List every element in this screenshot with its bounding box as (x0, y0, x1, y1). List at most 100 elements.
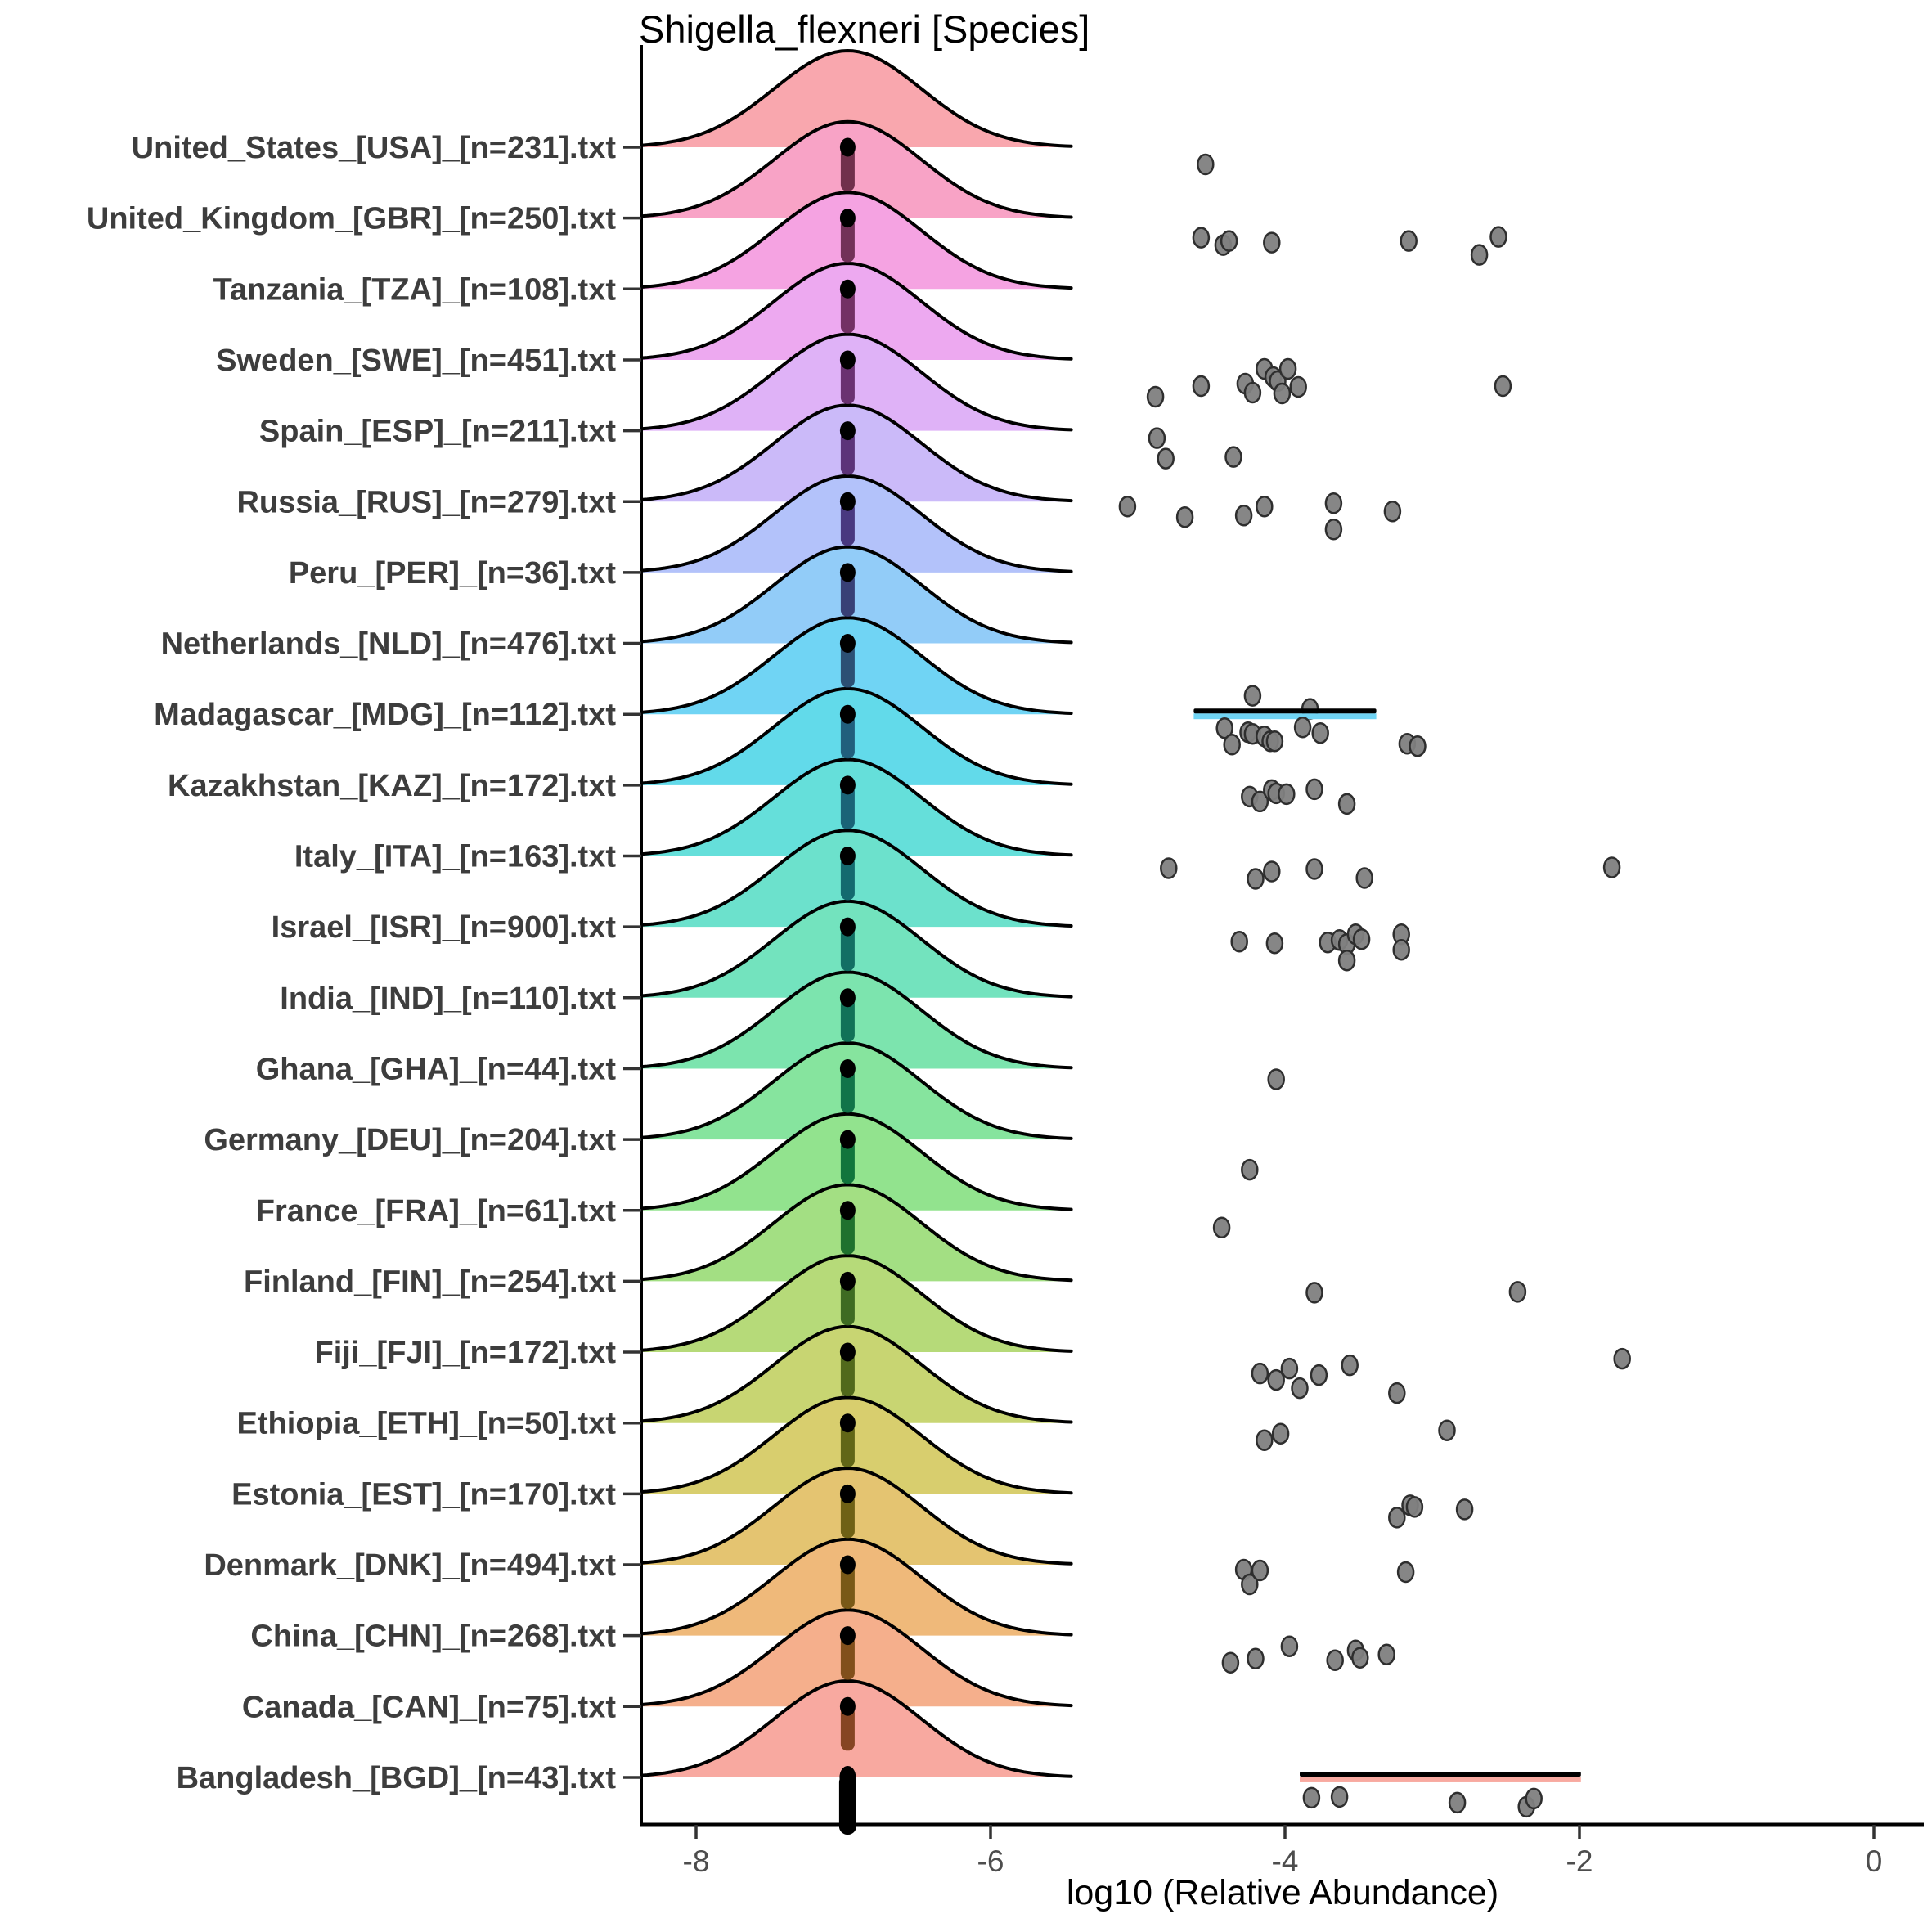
scatter-point (1310, 1364, 1328, 1386)
scatter-point (1438, 1419, 1456, 1441)
y-axis-label: Ghana_[GHA]_[n=44].txt (256, 1052, 617, 1086)
density-median-dash (840, 927, 855, 972)
y-axis-label: Denmark_[DNK]_[n=494].txt (204, 1548, 616, 1583)
ridge-fill (641, 688, 1072, 785)
scatter-point (1289, 375, 1307, 398)
ridge-curve (640, 970, 1073, 1070)
scatter-point (1192, 375, 1211, 398)
ridge-fill (641, 405, 1072, 502)
scatter-point (1291, 1377, 1309, 1400)
scatter-point (1265, 932, 1284, 955)
scatter-point (1302, 1786, 1321, 1809)
scatter-point (1256, 1429, 1274, 1451)
ridge-curve (640, 1112, 1073, 1211)
y-axis-label: Netherlands_[NLD]_[n=476].txt (161, 627, 617, 662)
density-median-dot (839, 704, 856, 724)
scatter-point (1157, 447, 1175, 470)
scatter-point (1197, 153, 1215, 176)
mean-range-line (1300, 1771, 1581, 1777)
x-tick-label: -4 (1272, 1844, 1299, 1878)
scatter-point (1324, 492, 1343, 514)
density-median-dot (839, 492, 856, 511)
y-axis-label: Tanzania_[TZA]_[n=108].txt (213, 272, 617, 307)
scatter-point (1400, 230, 1418, 252)
scatter-point (1230, 930, 1248, 953)
scatter-point (1247, 868, 1265, 890)
density-median-dash (840, 784, 855, 829)
density-median-dot (839, 421, 856, 441)
scatter-point (1448, 1791, 1467, 1814)
ridge-curve (640, 332, 1073, 432)
y-axis-label: Spain_[ESP]_[n=211].txt (259, 415, 616, 449)
density-median-dot (839, 1130, 856, 1149)
scatter-point (1251, 1362, 1269, 1385)
ridge-curve (640, 1679, 1073, 1778)
ridge-fill (641, 1326, 1072, 1423)
scatter-point (1256, 496, 1274, 518)
density-median-dash (840, 714, 855, 759)
mean-line-underlay (1193, 713, 1377, 720)
y-axis-label: Bangladesh_[BGD]_[n=43].txt (177, 1761, 617, 1795)
density-median-dash (840, 1635, 855, 1680)
scatter-point (1278, 783, 1296, 806)
scatter-point (1223, 733, 1241, 756)
density-median-dot (839, 775, 856, 795)
ridge-fill (641, 1681, 1072, 1777)
ridge-fill (641, 1610, 1072, 1707)
chart-title: Shigella_flexneri [Species] (639, 7, 1090, 51)
scatter-point (1383, 501, 1402, 523)
scatter-point (1311, 721, 1329, 744)
density-median-dot (839, 1413, 856, 1433)
scatter-point (1455, 1498, 1474, 1521)
scatter-point (1489, 226, 1507, 248)
density-median-dash (840, 501, 855, 546)
scatter-point (1280, 1357, 1299, 1380)
scatter-point (1243, 381, 1262, 404)
scatter-point (1273, 382, 1292, 405)
scatter-point (1175, 506, 1194, 528)
scatter-point (1602, 856, 1621, 878)
density-median-dot (839, 563, 856, 582)
density-median-dot (839, 1696, 856, 1716)
density-median-dash (840, 359, 855, 404)
ridge-fill (641, 1397, 1072, 1494)
scatter-point (1613, 1347, 1631, 1370)
density-median-dash (840, 1706, 855, 1751)
scatter-point (1241, 1158, 1259, 1181)
scatter-point (1337, 949, 1356, 972)
x-tick-label: -8 (683, 1844, 710, 1878)
scatter-point (1341, 1354, 1359, 1377)
scatter-point (1148, 427, 1166, 449)
density-median-dash (840, 1352, 855, 1397)
density-median-dot (839, 634, 856, 654)
ridge-fill (641, 1043, 1072, 1140)
ridge-curve (640, 1467, 1073, 1566)
scatter-point (1247, 1647, 1265, 1669)
ridge-curve (640, 757, 1073, 857)
density-median-dot (839, 350, 856, 370)
y-axis-label: Russia_[RUS]_[n=279].txt (236, 485, 616, 519)
ridge-fill (641, 121, 1072, 218)
scatter-point (1470, 244, 1489, 266)
density-median-dash (840, 643, 855, 688)
y-axis-label: Canada_[CAN]_[n=75].txt (242, 1690, 616, 1724)
y-axis-label: Peru_[PER]_[n=36].txt (289, 556, 617, 591)
x-tick-label: 0 (1866, 1844, 1883, 1878)
scatter-point (1352, 928, 1371, 950)
scatter-point (1409, 735, 1427, 757)
y-axis-label: China_[CHN]_[n=268].txt (250, 1620, 616, 1654)
ridge-fill (641, 475, 1072, 573)
scatter-point (1212, 1216, 1231, 1239)
x-tick-label: -2 (1566, 1844, 1593, 1878)
ridge-curve (640, 191, 1073, 290)
ridge-curve (640, 829, 1073, 928)
scatter-point (1234, 505, 1253, 527)
scatter-point (1388, 1382, 1406, 1404)
scatter-point (1305, 1282, 1323, 1304)
y-axis-label: Estonia_[EST]_[n=170].txt (231, 1477, 616, 1512)
y-axis-label: Kazakhstan_[KAZ]_[n=172].txt (168, 769, 616, 803)
density-median-dash (840, 147, 855, 191)
scatter-point (1220, 230, 1238, 252)
y-axis-label: Ethiopia_[ETH]_[n=50].txt (237, 1407, 617, 1441)
